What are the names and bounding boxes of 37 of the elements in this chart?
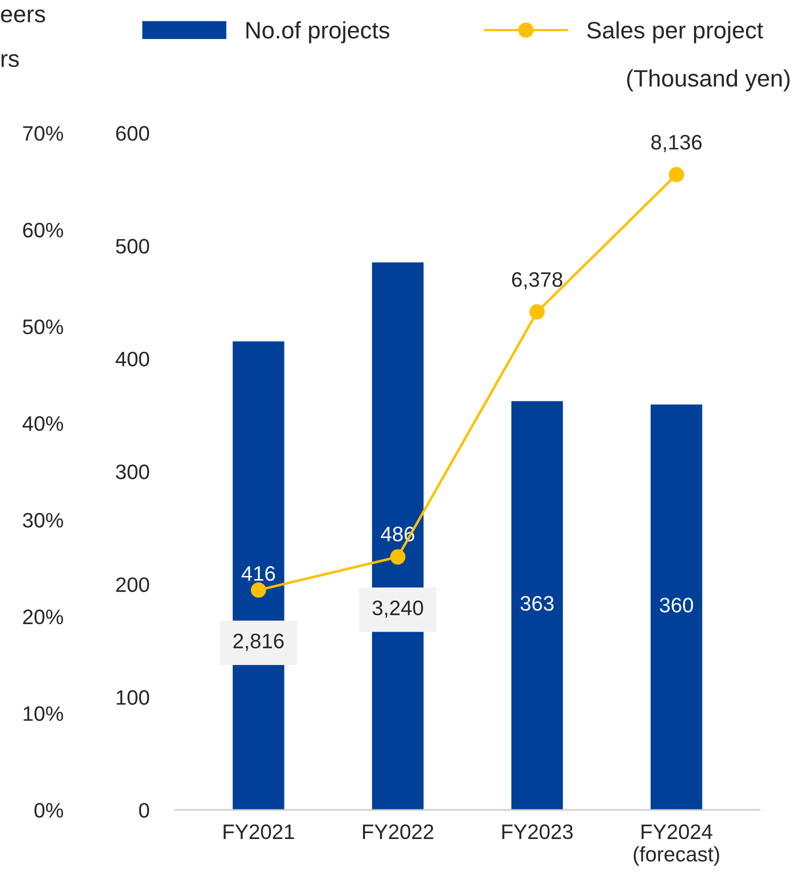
y-tick-label: 200 bbox=[116, 577, 150, 592]
y3-tick-label: 60% bbox=[23, 222, 64, 238]
y3-tick-label: 30% bbox=[22, 512, 64, 528]
text: rs bbox=[2, 54, 19, 68]
data-label: 360 bbox=[660, 598, 693, 612]
legend-label: Sales per project bbox=[587, 21, 764, 44]
y3-tick-label: 70% bbox=[23, 126, 64, 141]
point bbox=[668, 166, 684, 182]
text: (Thousand yen) bbox=[627, 69, 790, 92]
x-tick-label: FY2023 bbox=[502, 824, 573, 840]
text: eers bbox=[1, 9, 46, 22]
legend-label: No.of projects bbox=[246, 21, 390, 44]
y-tick-label: 100 bbox=[116, 690, 150, 705]
data-label: 3,240 bbox=[372, 600, 424, 618]
y-tick-label: 0 bbox=[139, 802, 150, 818]
data-label: 2,816 bbox=[233, 634, 284, 651]
y3-tick-label: 20% bbox=[23, 610, 64, 624]
data-label: 6,378 bbox=[512, 272, 562, 290]
y-tick-label: 300 bbox=[116, 464, 150, 480]
bar bbox=[510, 400, 564, 810]
data-label: 416 bbox=[242, 566, 275, 581]
y3-tick-label: 50% bbox=[22, 319, 64, 334]
point bbox=[529, 304, 545, 320]
x-tick-label: FY2021 bbox=[224, 824, 294, 840]
data-label: 363 bbox=[520, 596, 554, 611]
y-tick-label: 600 bbox=[116, 126, 150, 141]
data-label: 8,136 bbox=[651, 134, 702, 152]
y3-tick-label: 10% bbox=[24, 706, 64, 722]
bar bbox=[649, 403, 704, 810]
y3-tick-label: 0% bbox=[34, 802, 64, 818]
x-tick-label: FY2024 (forecast) bbox=[634, 824, 720, 866]
x-tick-label: FY2022 bbox=[363, 824, 434, 840]
point bbox=[250, 582, 266, 598]
point bbox=[390, 549, 406, 565]
y-tick-label: 500 bbox=[116, 238, 150, 254]
y-tick-label: 400 bbox=[116, 352, 150, 366]
y3-tick-label: 40% bbox=[22, 416, 64, 431]
